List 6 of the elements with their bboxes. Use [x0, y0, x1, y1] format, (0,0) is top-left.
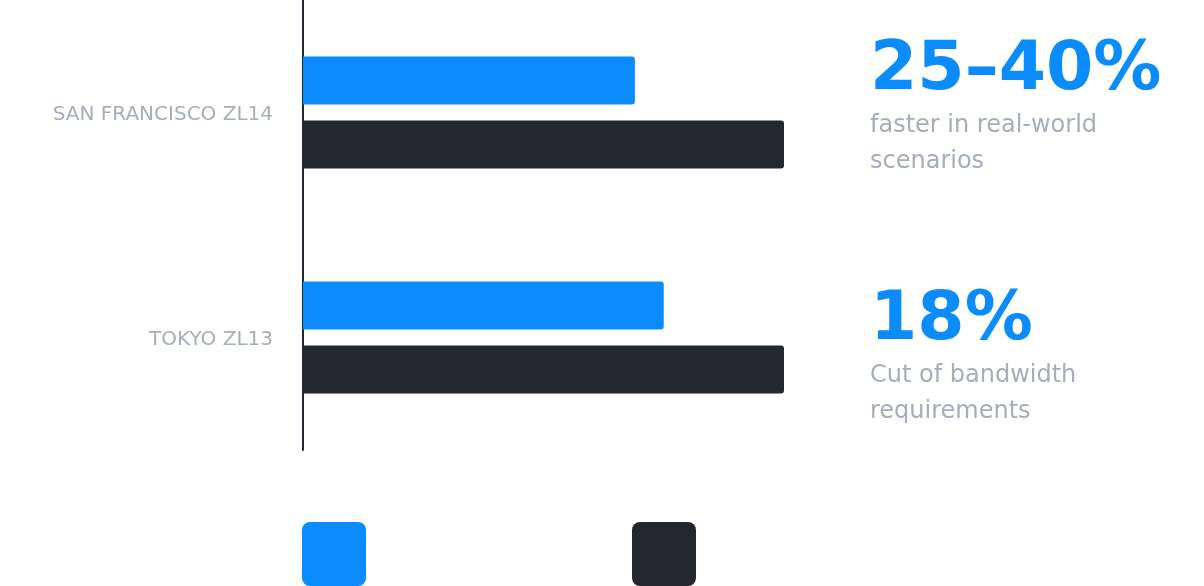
text: 25–40%	[870, 26, 1163, 106]
text: faster in real-world scenarios	[870, 109, 1099, 176]
y-tick-label: TOKYO ZL13	[148, 325, 273, 350]
y-tick-label: SAN FRANCISCO ZL14	[52, 100, 273, 125]
text: Cut of bandwidth requirements	[870, 359, 1078, 426]
text: 18%	[870, 276, 1034, 356]
